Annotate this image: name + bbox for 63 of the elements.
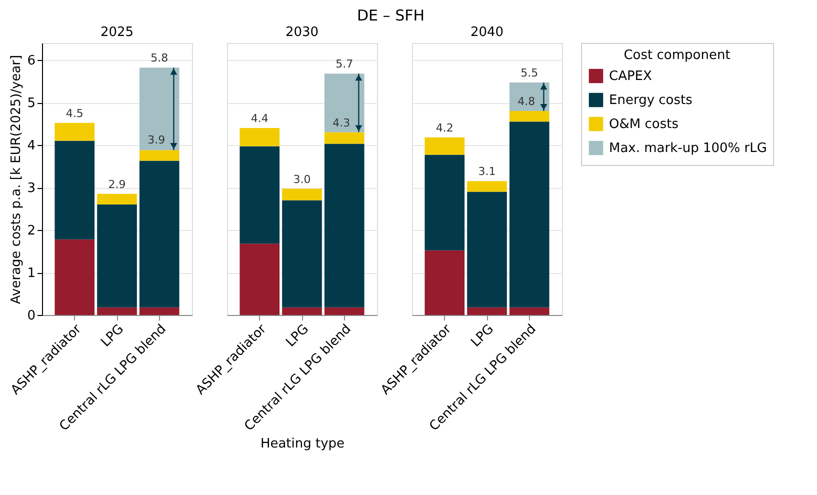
bar [424, 250, 465, 315]
bar [282, 307, 322, 315]
bar [324, 74, 364, 132]
x-tick-label: LPG [98, 322, 127, 350]
chart-title: DE – SFH [357, 6, 425, 24]
y-tick-label: 6 [27, 54, 36, 68]
bar [324, 144, 364, 308]
bar [240, 244, 280, 315]
chart-subtitle: 2025 [100, 25, 134, 40]
bar [240, 128, 280, 146]
bar [467, 181, 507, 192]
total-label: 4.5 [66, 106, 84, 120]
y-tick-label: 4 [27, 138, 36, 154]
bar [424, 137, 465, 155]
x-axis-title: Heating type [260, 436, 345, 452]
bar [54, 140, 95, 240]
bar [240, 146, 280, 244]
x-tick-label: LPG [284, 322, 312, 350]
bar [509, 111, 550, 122]
bar [324, 132, 364, 144]
bar [139, 160, 180, 308]
legend-label: Energy costs [609, 93, 693, 108]
total-label: 3.0 [293, 172, 311, 186]
bar [467, 307, 507, 315]
bar [509, 122, 550, 308]
bar [467, 192, 507, 308]
bar [97, 204, 137, 308]
total-label: 5.8 [150, 52, 168, 65]
legend-label: O&M costs [609, 117, 679, 132]
legend-label: CAPEX [609, 69, 652, 84]
bar [139, 68, 180, 150]
total-label: 4.2 [436, 121, 454, 134]
y-tick-label: 1 [27, 266, 36, 281]
bar [97, 194, 137, 204]
bar [139, 307, 180, 315]
bar [54, 239, 95, 315]
y-tick-label: 3 [27, 181, 36, 196]
total-label: 5.7 [336, 58, 354, 71]
annotation: 4.3 [332, 116, 350, 130]
bar [282, 200, 322, 308]
total-label: 5.5 [520, 66, 538, 80]
bar [324, 307, 364, 315]
y-tick-label: 2 [27, 224, 36, 238]
bar [54, 122, 95, 141]
y-axis-title: Average costs p.a. [k EUR(2025)/year] [9, 54, 24, 304]
total-label: 2.9 [108, 178, 126, 191]
y-tick-label: 0 [27, 308, 36, 324]
bar [97, 307, 137, 315]
y-tick-label: 5 [27, 96, 36, 111]
bar [139, 150, 180, 161]
x-tick-label: LPG [468, 322, 497, 350]
total-label: 4.4 [250, 112, 268, 125]
bar [509, 82, 550, 111]
chart-subtitle: 2030 [285, 25, 319, 40]
legend-title: Cost component [624, 48, 730, 63]
bar [424, 154, 465, 250]
bar [509, 307, 550, 315]
total-label: 3.1 [478, 165, 496, 178]
annotation: 3.9 [148, 133, 166, 146]
bar [282, 188, 322, 200]
annotation: 4.8 [518, 95, 536, 108]
chart-subtitle: 2040 [470, 25, 504, 40]
legend-label: Max. mark-up 100% rLG [609, 141, 767, 156]
